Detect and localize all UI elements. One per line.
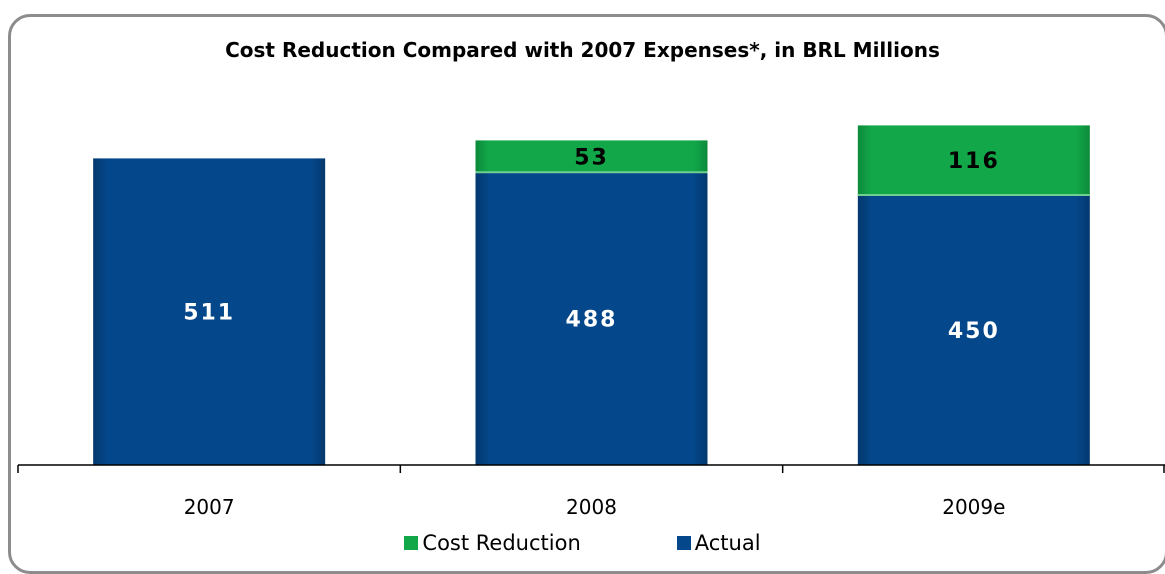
- legend-label-actual: Actual: [694, 531, 761, 555]
- bar-actual-2009e: [857, 195, 1090, 465]
- data-label-cost-reduction-2008: 53: [574, 145, 609, 170]
- legend-item-actual: Actual: [676, 531, 761, 555]
- legend-label-cost-reduction: Cost Reduction: [422, 531, 581, 555]
- x-tick-label-2009e: 2009e: [942, 495, 1005, 519]
- bar-actual-2007: [93, 158, 326, 465]
- x-tick-label-2007: 2007: [184, 495, 235, 519]
- legend: Cost Reduction Actual: [0, 531, 1165, 555]
- bar-cost-reduction-2009e: [857, 125, 1090, 195]
- legend-item-cost-reduction: Cost Reduction: [404, 531, 581, 555]
- data-label-actual-2009e: 450: [948, 319, 1000, 344]
- bar-cost-reduction-2008: [475, 140, 708, 173]
- x-tick-label-2008: 2008: [566, 495, 617, 519]
- data-label-cost-reduction-2009e: 116: [948, 149, 1000, 174]
- legend-swatch-cost-reduction: [404, 536, 419, 550]
- legend-swatch-actual: [676, 536, 691, 550]
- data-label-actual-2008: 488: [566, 308, 618, 333]
- chart-title: Cost Reduction Compared with 2007 Expens…: [225, 38, 940, 62]
- data-label-actual-2007: 511: [183, 301, 235, 326]
- bar-actual-2008: [475, 172, 708, 465]
